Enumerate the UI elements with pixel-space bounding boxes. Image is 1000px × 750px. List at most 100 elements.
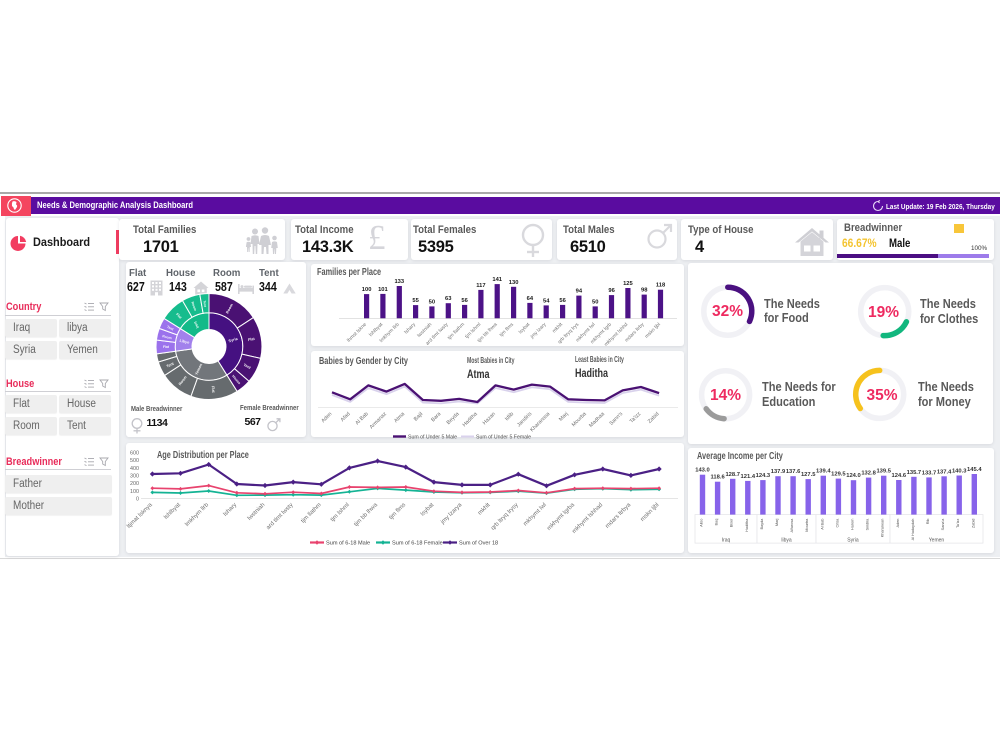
svg-text:Room: Room <box>225 303 234 315</box>
svg-text:tjm bb lhwa: tjm bb lhwa <box>353 502 379 528</box>
svg-text:63: 63 <box>445 296 452 302</box>
svg-text:Flat: Flat <box>163 345 170 349</box>
svg-text:Tent: Tent <box>243 363 252 370</box>
svg-text:Crisa: Crisa <box>835 518 839 528</box>
svg-text:lhmst lskne: lhmst lskne <box>346 322 368 344</box>
svg-text:mkhlt: mkhlt <box>551 321 564 334</box>
svg-text:Mourtra: Mourtra <box>805 518 809 532</box>
svg-text:130: 130 <box>509 280 519 286</box>
svg-text:ard tlmt lwsty: ard tlmt lwsty <box>266 502 295 531</box>
svg-text:0: 0 <box>136 497 139 503</box>
svg-text:300: 300 <box>130 474 139 480</box>
svg-text:145.4: 145.4 <box>967 467 982 473</box>
svg-text:133.7: 133.7 <box>922 470 937 476</box>
svg-text:Kharanssa: Kharanssa <box>529 411 551 433</box>
svg-text:Flat: Flat <box>211 386 216 394</box>
svg-text:Alfurosa: Alfurosa <box>790 518 794 533</box>
svg-text:133: 133 <box>394 279 404 285</box>
svg-text:qrb ltryq lrysy: qrb ltryq lrysy <box>490 502 519 531</box>
svg-text:Flat: Flat <box>248 337 256 342</box>
svg-text:Biser: Biser <box>730 518 734 527</box>
svg-text:Idlib: Idlib <box>504 411 515 422</box>
svg-text:56: 56 <box>559 298 566 304</box>
svg-text:Armanaz: Armanaz <box>369 411 388 430</box>
svg-text:200: 200 <box>130 481 139 487</box>
svg-text:135.7: 135.7 <box>907 470 922 476</box>
svg-text:Mourba: Mourba <box>571 411 588 428</box>
svg-text:Kharanean: Kharanean <box>881 519 885 538</box>
svg-text:Syria: Syria <box>228 337 239 344</box>
svg-text:Ta'izz: Ta'izz <box>956 519 960 528</box>
svg-text:94: 94 <box>576 289 583 295</box>
svg-text:Iraq: Iraq <box>722 538 731 544</box>
svg-text:Aden: Aden <box>320 411 333 424</box>
svg-text:Harem: Harem <box>851 519 855 530</box>
svg-text:mdars ltrbya: mdars ltrbya <box>605 502 633 530</box>
svg-text:mkhymt lshhad: mkhymt lshhad <box>571 502 604 535</box>
svg-text:tjm flms: tjm flms <box>388 502 407 521</box>
svg-text:lshary: lshary <box>403 321 417 335</box>
svg-text:64: 64 <box>527 296 534 302</box>
svg-text:lshlbyat: lshlbyat <box>163 502 182 521</box>
svg-text:mkhymt lgrba: mkhymt lgrba <box>546 502 576 532</box>
svg-text:Ta'izz: Ta'izz <box>629 411 643 425</box>
svg-text:Syria: Syria <box>847 538 859 544</box>
svg-text:Al Bab: Al Bab <box>820 519 824 530</box>
svg-text:Sann's: Sann's <box>609 411 625 427</box>
svg-text:Libye: Libye <box>179 339 190 345</box>
svg-text:Bayda: Bayda <box>760 518 764 530</box>
svg-text:Sum of 6-18 Male: Sum of 6-18 Male <box>326 541 370 547</box>
svg-text:jmy lzarya: jmy lzarya <box>439 502 464 527</box>
svg-text:Tent: Tent <box>203 300 208 308</box>
svg-text:128.7: 128.7 <box>725 472 740 478</box>
svg-text:Sana'a: Sana'a <box>941 518 945 531</box>
svg-text:139.5: 139.5 <box>876 469 891 475</box>
svg-text:Bajil: Bajil <box>413 411 424 422</box>
svg-text:Beyda: Beyda <box>446 411 461 426</box>
svg-text:Al Bab: Al Bab <box>354 411 369 426</box>
svg-text:tjm llathm: tjm llathm <box>447 322 466 341</box>
svg-text:Room: Room <box>162 334 172 340</box>
svg-text:Hazan: Hazan <box>482 411 497 426</box>
svg-text:Yemen: Yemen <box>194 362 203 375</box>
svg-text:lsybat: lsybat <box>420 502 436 518</box>
svg-text:137.9: 137.9 <box>771 469 786 475</box>
svg-text:117: 117 <box>476 283 485 289</box>
svg-text:jmy lzary: jmy lzary <box>529 321 548 340</box>
svg-text:Snidira: Snidira <box>866 518 870 531</box>
svg-text:Room: Room <box>190 301 197 311</box>
svg-text:tjm llathm: tjm llathm <box>300 502 322 524</box>
svg-text:132.8: 132.8 <box>861 471 876 477</box>
svg-text:Sum of Over 18: Sum of Over 18 <box>459 541 498 547</box>
svg-text:141: 141 <box>492 277 502 283</box>
svg-text:Aliso: Aliso <box>700 519 704 527</box>
svg-text:Haditha: Haditha <box>462 411 479 428</box>
svg-text:Tent: Tent <box>166 361 175 368</box>
svg-text:Afad: Afad <box>340 411 352 423</box>
svg-text:500: 500 <box>130 458 139 464</box>
svg-text:129.5: 129.5 <box>831 472 846 478</box>
svg-text:Zabid: Zabid <box>647 411 661 425</box>
svg-text:mkhymt lwl: mkhymt lwl <box>523 502 548 527</box>
svg-text:Rib: Rib <box>926 519 930 525</box>
svg-text:mskn ljbl: mskn ljbl <box>644 322 662 340</box>
svg-text:96: 96 <box>608 288 615 294</box>
svg-text:Baq: Baq <box>715 519 719 526</box>
svg-text:Sum of Under 5 Female: Sum of Under 5 Female <box>476 435 531 441</box>
svg-text:139.4: 139.4 <box>816 469 831 475</box>
svg-text:124.3: 124.3 <box>756 473 771 479</box>
svg-text:Sum of Under 5 Male: Sum of Under 5 Male <box>408 435 457 441</box>
svg-text:56: 56 <box>461 298 468 304</box>
svg-text:Sum of 6-18 Female: Sum of 6-18 Female <box>392 541 443 547</box>
svg-text:50: 50 <box>592 299 598 305</box>
svg-text:Flat: Flat <box>175 312 183 320</box>
svg-text:tjm lshml: tjm lshml <box>330 502 351 523</box>
svg-text:Iraq: Iraq <box>193 321 200 330</box>
svg-text:140.3: 140.3 <box>952 469 967 475</box>
svg-text:ltjmat lsknya: ltjmat lsknya <box>126 502 154 530</box>
svg-text:mkhlt: mkhlt <box>477 502 492 517</box>
svg-text:124.0: 124.0 <box>846 473 861 479</box>
svg-text:55: 55 <box>412 298 419 304</box>
svg-text:137.4: 137.4 <box>937 469 952 475</box>
svg-text:lsybat: lsybat <box>518 321 532 335</box>
